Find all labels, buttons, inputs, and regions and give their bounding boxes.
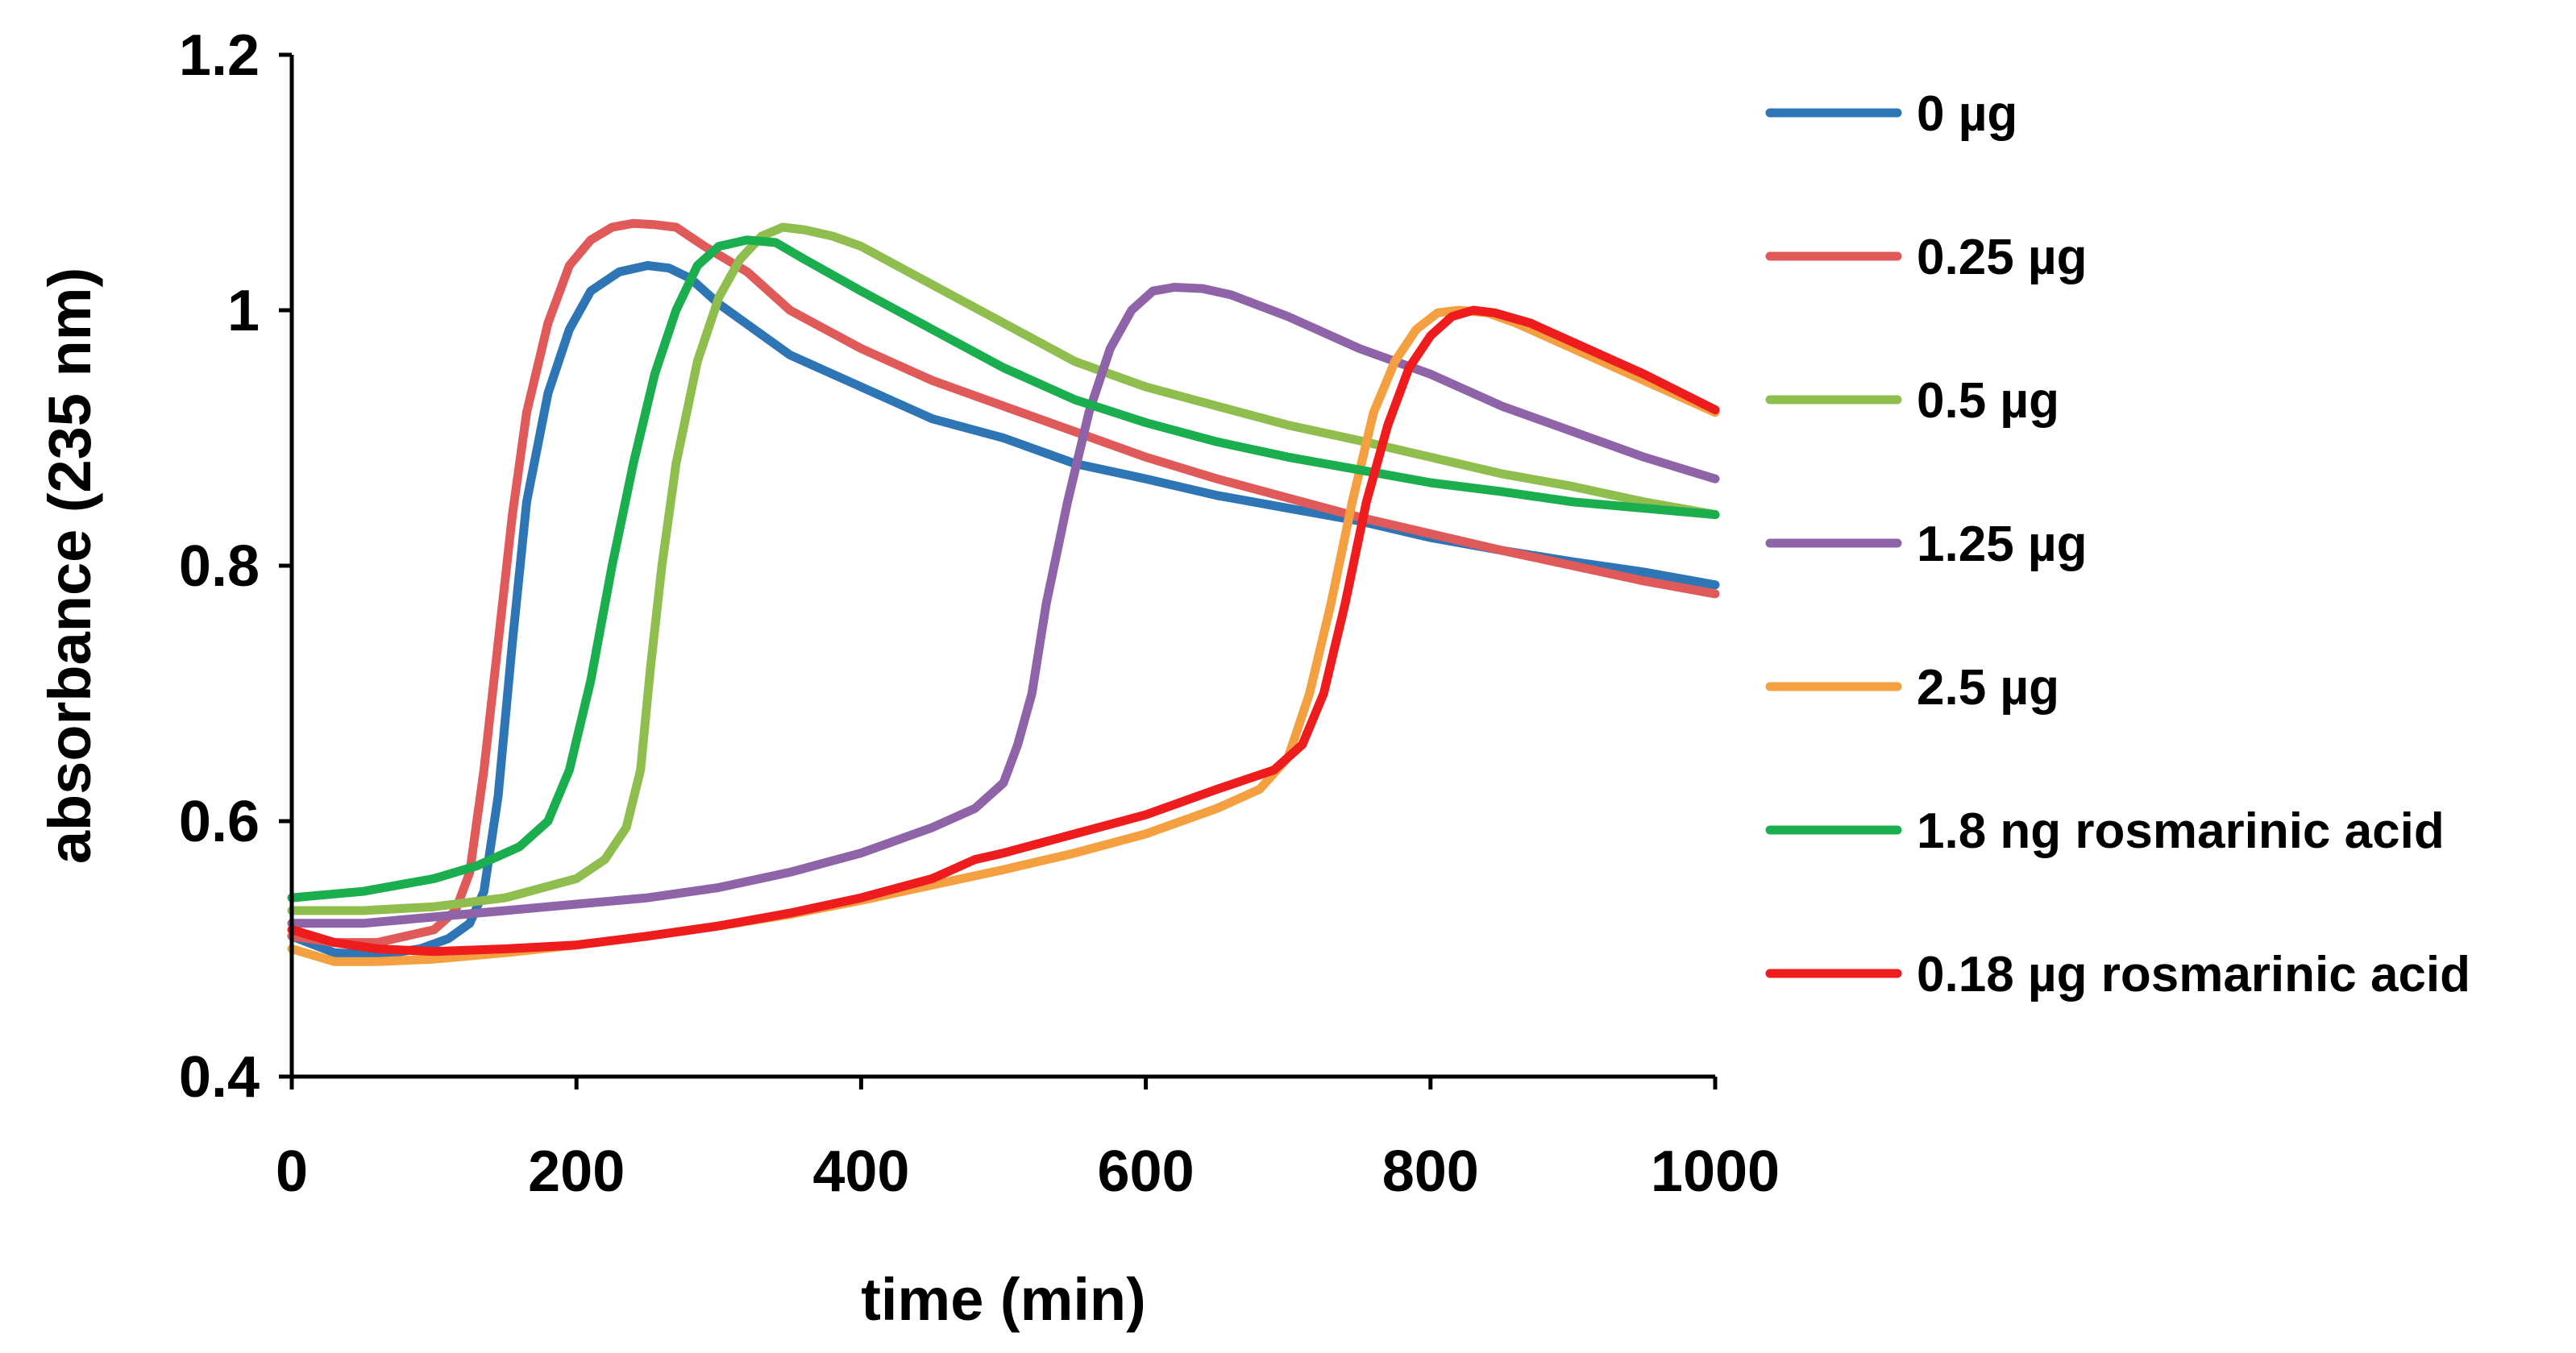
series-line-2 (287, 218, 1720, 948)
legend-label-7: 0.18 µg rosmarinic acid (1917, 947, 2470, 1002)
x-axis-title: time (min) (861, 1266, 1146, 1333)
x-tick-label: 600 (1098, 1139, 1195, 1204)
y-axis-title: absorbance (235 nm) (36, 268, 103, 864)
x-tick-label: 800 (1382, 1139, 1479, 1204)
x-tick-label: 200 (528, 1139, 625, 1204)
legend: 0 µg 0.25 µg 0.5 µg 1.25 µg 2.5 µg 1.8 ng ros… (1765, 86, 2470, 1002)
series-line-7 (287, 305, 1720, 957)
legend-label-5: 2.5 µg (1917, 660, 2059, 716)
legend-label-1: 0 µg (1917, 86, 2017, 142)
x-tick-label: 0 (276, 1139, 308, 1204)
y-tick-label: 0.6 (179, 790, 260, 854)
plot-series-group (287, 218, 1720, 966)
legend-label-6: 1.8 ng rosmarinic acid (1917, 803, 2445, 859)
y-tick-label: 1 (227, 279, 260, 343)
x-tick-label: 1000 (1651, 1139, 1780, 1204)
legend-label-4: 1.25 µg (1917, 517, 2088, 572)
legend-label-3: 0.5 µg (1917, 373, 2059, 429)
y-tick-label: 1.2 (179, 23, 260, 88)
series-line-3 (287, 222, 1720, 915)
legend-label-2: 0.25 µg (1917, 230, 2088, 285)
y-tick-label: 0.8 (179, 534, 260, 599)
series-line-4 (287, 283, 1720, 928)
x-tick-label: 400 (812, 1139, 909, 1204)
axes-group: 0.4 0.6 0.8 1 1.2 0 200 400 600 800 1000 (179, 23, 1780, 1204)
y-tick-label: 0.4 (179, 1045, 260, 1110)
